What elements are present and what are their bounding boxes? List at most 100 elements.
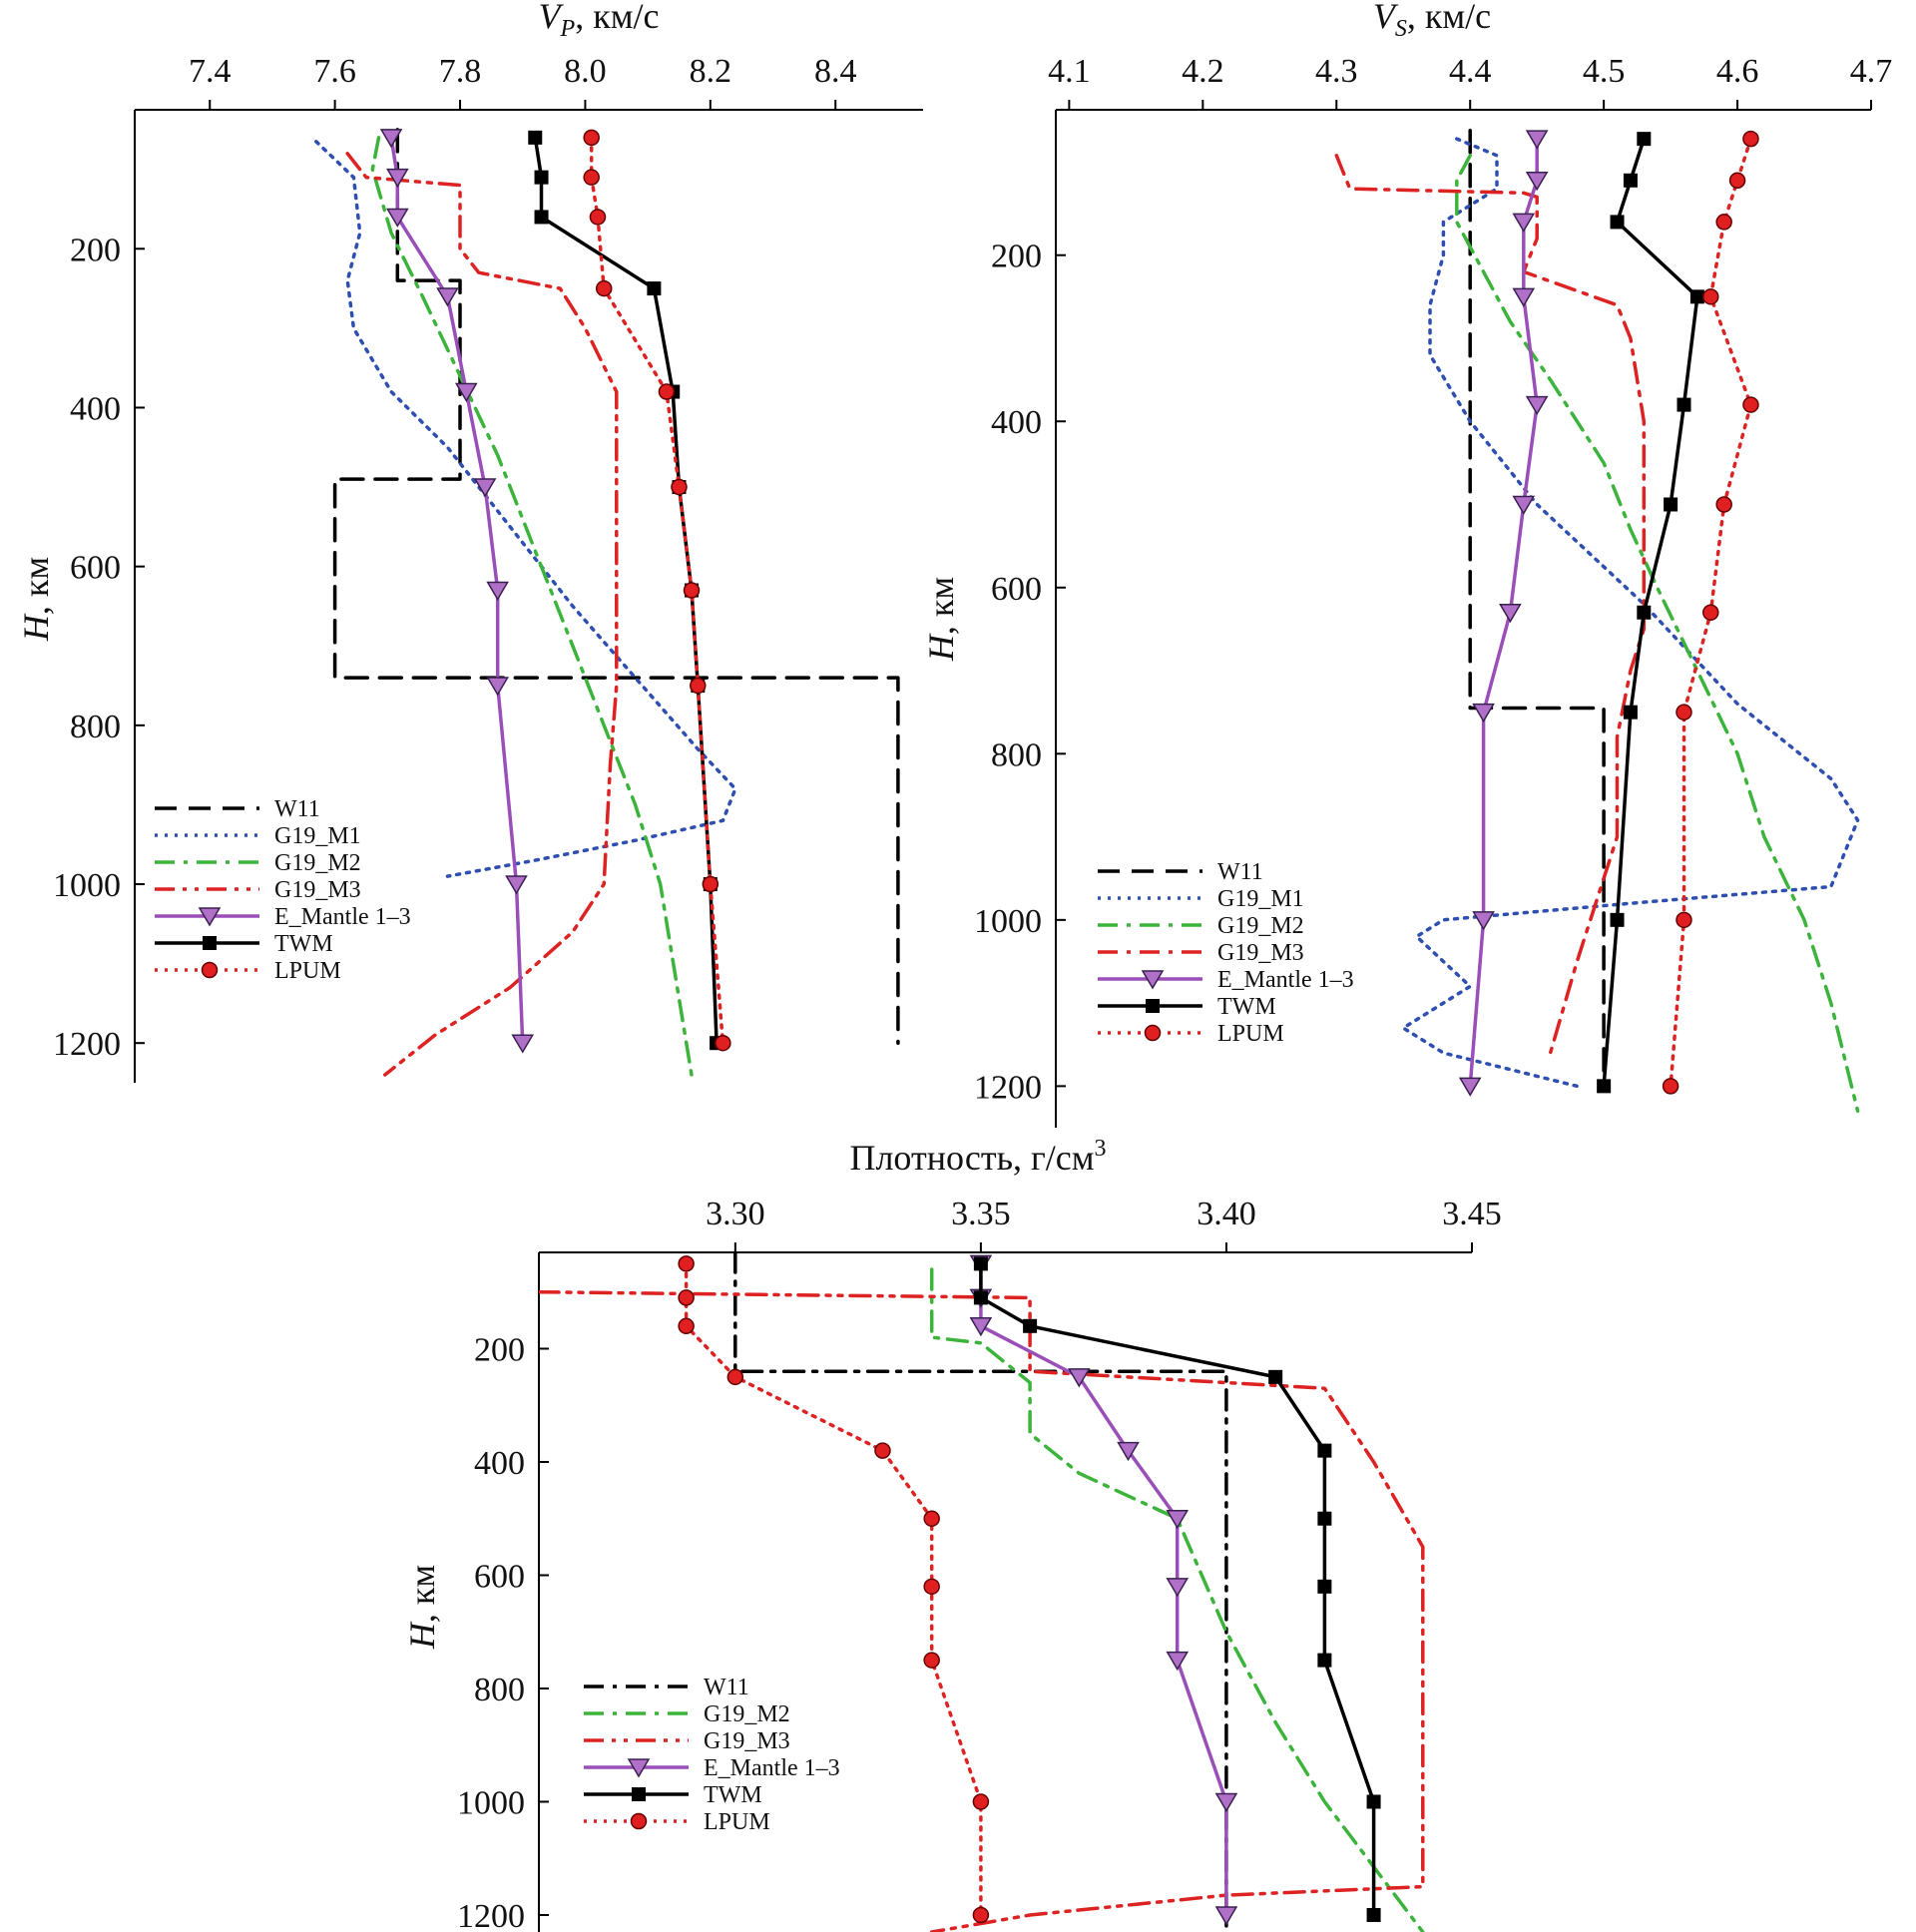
legend-label: E_Mantle 1–3 [1217,967,1354,993]
series-line [589,136,725,1045]
series-point [583,129,600,147]
y-tick-label: 800 [70,709,121,745]
series-point [678,1289,695,1306]
series-line [539,1289,1425,1932]
y-tick-label: 800 [474,1672,525,1708]
series-point [528,130,543,145]
series-point [923,1652,940,1669]
y-tick-label: 400 [991,404,1042,441]
series-point [1317,1443,1332,1458]
series-point [1458,1077,1482,1097]
series-point [715,1034,731,1052]
series-point [1512,495,1536,515]
series-point [1664,497,1678,512]
legend-label: G19_M3 [1217,940,1304,966]
y-axis-title-unit: , км [402,1565,442,1623]
legend-label: TWM [274,931,333,957]
x-axis-title: VP, км/с [539,0,660,42]
legend-marker [203,936,217,950]
series-point [1512,287,1536,307]
x-tick-label: 3.35 [951,1196,1011,1232]
x-tick-label: 4.3 [1315,53,1358,90]
series-line [979,1261,1376,1917]
legend-label: G19_M2 [274,850,361,876]
legend-label: G19_M3 [704,1728,790,1754]
y-axis-title: H, км [16,557,56,642]
legend-label: G19_M2 [1217,913,1304,939]
x-tick-label: 3.45 [1442,1196,1502,1232]
series-point [379,129,403,149]
series-point [386,168,409,189]
series-point [1366,1794,1381,1809]
y-tick-label: 1000 [457,1784,525,1821]
series-point [658,383,676,400]
series-line [684,1261,983,1917]
legend-label: G19_M1 [274,823,361,849]
series-point [1623,173,1638,188]
legend-label: G19_M3 [274,877,361,903]
x-tick-label: 7.8 [439,53,482,90]
series-point [1512,213,1536,233]
x-tick-label: 7.4 [189,53,232,90]
series-point [671,478,688,496]
series-point [1366,1907,1381,1922]
y-tick-label: 400 [70,390,121,427]
legend-marker [627,1758,651,1778]
series-point [1525,395,1549,416]
y-axis-title-unit: , км [16,557,56,615]
x-tick-label: 4.6 [1716,53,1759,90]
series-point [1268,1369,1283,1384]
series-point [1317,1579,1332,1594]
y-tick-label: 1000 [974,903,1042,940]
legend-marker [630,1812,648,1830]
y-tick-label: 600 [474,1558,525,1595]
series-point [1676,704,1692,721]
plot-area [314,128,900,1077]
series-point [583,169,600,186]
series-point [1499,604,1522,624]
series-line [1401,137,1860,1089]
series-line [389,136,525,1045]
x-tick-label: 8.0 [564,53,607,90]
legend-label: W11 [704,1675,749,1700]
vs-chart: 4.1 4.2 4.3 4.4 4.5 4.6 4.7 200 400 600 800 1000 120… [921,0,1892,1128]
legend-label: TWM [704,1782,762,1808]
series-point [436,287,459,307]
series-point [1068,1368,1091,1388]
y-axis-title-symbol: H [921,633,961,662]
series-line [345,152,619,1077]
y-tick-label: 200 [70,232,121,268]
y-tick-label: 200 [474,1331,525,1368]
series-point [1472,703,1495,724]
series-point [1702,604,1719,622]
series-point [1525,130,1549,150]
plot-area [1334,129,1860,1114]
x-axis-title-unit: , км/с [1407,0,1491,36]
x-tick-label: 4.7 [1850,53,1893,90]
legend-label: LPUM [274,958,341,984]
series-point [1597,1079,1612,1094]
series-point [678,1317,695,1335]
series-point [534,210,549,225]
series-point [1166,1651,1190,1672]
y-axis-title: H, км [921,577,961,662]
x-axis-title-symbol: V [1373,0,1399,36]
legend-marker [632,1787,646,1801]
legend-label: E_Mantle 1–3 [274,904,411,930]
series-point [1166,1509,1190,1530]
series-point [1214,1792,1238,1812]
series-point [589,209,607,226]
series-point [726,1368,744,1386]
series-line [1468,137,1539,1089]
legend-label: E_Mantle 1–3 [704,1755,840,1781]
series-point [1637,132,1652,147]
series-line [929,1267,1425,1932]
series-point [1676,911,1692,929]
series-point [1676,397,1691,412]
series-point [1317,1511,1332,1526]
series-line [314,140,737,878]
series-point [1728,172,1746,190]
series-point [647,281,662,296]
series-point [1702,288,1719,305]
legend-label: LPUM [704,1809,770,1835]
